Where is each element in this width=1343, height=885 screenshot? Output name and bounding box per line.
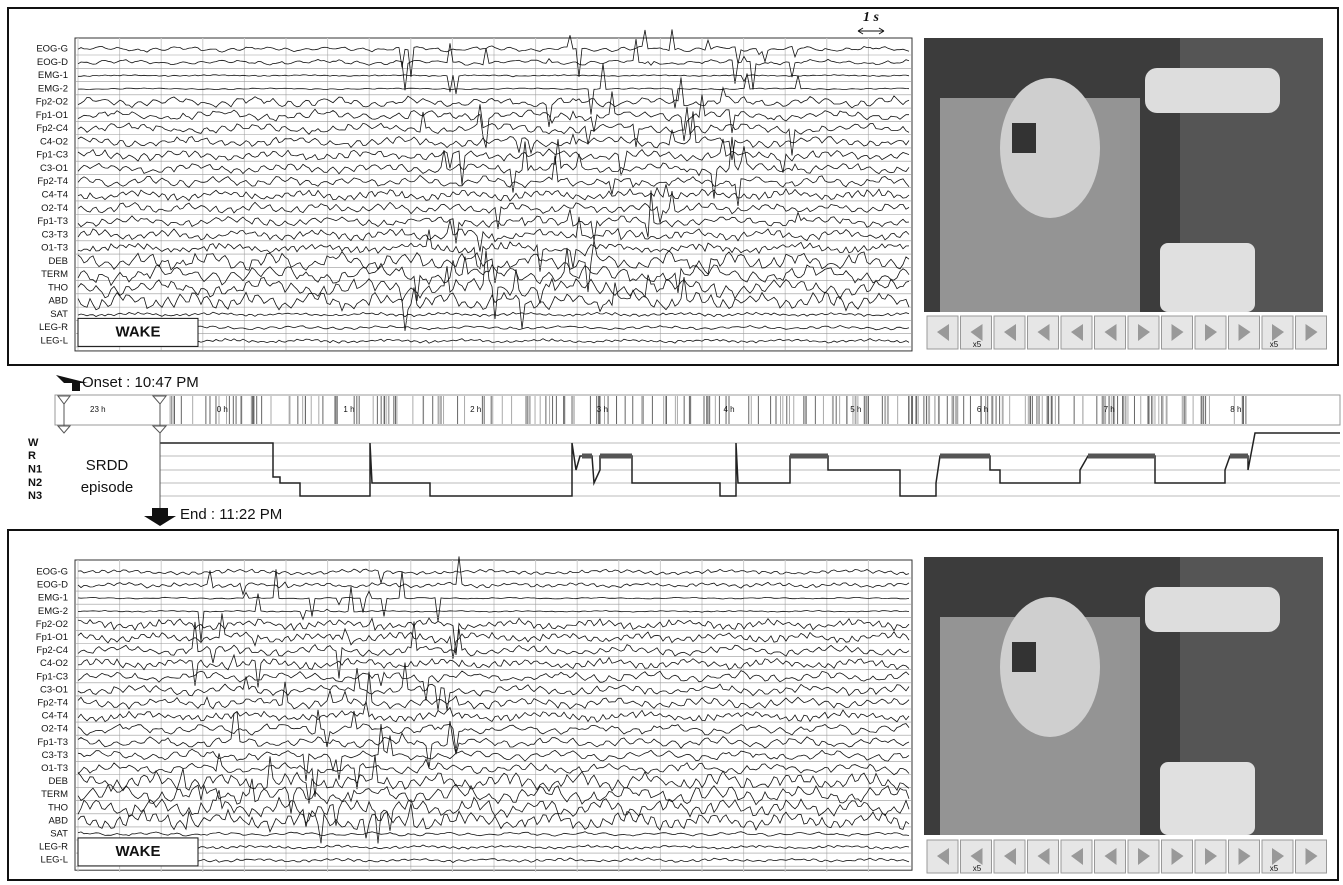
figure: EOG-G EOG-D EMG-1 EMG-2 Fp2-O2 Fp1-O1 Fp2-C4 C4…: [0, 0, 1343, 885]
channel-label: C4-O2: [40, 658, 68, 669]
video-shelf: [1145, 587, 1280, 632]
channel-label: Fp1-O1: [36, 632, 68, 643]
channel-label: LEG-L: [41, 335, 68, 346]
hour-label: 6 h: [977, 405, 988, 414]
bottom-panel: EOG-G EOG-D EMG-1 EMG-2 Fp2-O2 Fp1-O1 Fp2-C4 C4…: [36, 556, 1327, 873]
video-face-blur: [1012, 123, 1036, 153]
hour-label: 0 h: [217, 405, 228, 414]
channel-label: EOG-G: [36, 44, 68, 55]
stage-label: N3: [28, 490, 42, 502]
episode-label: SRDD: [86, 457, 129, 474]
channel-label: LEG-R: [39, 322, 68, 333]
channel-label: C3-T3: [42, 750, 68, 761]
channel-label: C4-O2: [40, 136, 68, 147]
stage-label: WAKE: [116, 323, 161, 340]
channel-label: C4-T4: [42, 711, 68, 722]
channel-label: Fp2-O2: [36, 97, 68, 108]
timeline-bar: [55, 395, 1340, 425]
video-chair: [1160, 762, 1255, 835]
end-arrow: [144, 508, 176, 526]
speed-label: x5: [973, 864, 982, 873]
channel-label: EOG-D: [37, 580, 68, 591]
episode-box: [55, 440, 160, 510]
speed-label: x5: [1270, 340, 1279, 349]
channel-label: Fp1-T3: [37, 216, 68, 227]
page: EOG-G EOG-D EMG-1 EMG-2 Fp2-O2 Fp1-O1 Fp2-C4 C4…: [0, 0, 1343, 885]
channel-label: Fp2-T4: [37, 698, 68, 709]
hour-label: 1 h: [343, 405, 354, 414]
channel-label: TERM: [41, 789, 68, 800]
channel-label: LEG-L: [41, 855, 68, 866]
channel-label: ABD: [48, 296, 68, 307]
end-label: End : 11:22 PM: [180, 506, 282, 523]
hypnogram-trace: [160, 433, 1340, 496]
stage-label: N2: [28, 477, 42, 489]
channel-label: O2-T4: [41, 724, 68, 735]
channel-label: TERM: [41, 269, 68, 280]
video-chair: [1160, 243, 1255, 312]
speed-label: x5: [1270, 864, 1279, 873]
channel-label: Fp1-C3: [36, 671, 68, 682]
hour-label: 3 h: [597, 405, 608, 414]
scale-arrow: [858, 28, 884, 34]
channel-label: C3-O1: [40, 163, 68, 174]
scale-label: 1 s: [863, 10, 880, 25]
channel-label: Fp2-C4: [36, 123, 68, 134]
channel-label: Fp1-T3: [37, 737, 68, 748]
channel-label: ABD: [48, 815, 68, 826]
channel-label: THO: [48, 282, 68, 293]
channel-label: C3-T3: [42, 229, 68, 240]
channel-label: C4-T4: [42, 189, 68, 200]
channel-label: O1-T3: [41, 243, 68, 254]
channel-label: Fp2-T4: [37, 176, 68, 187]
channel-label: DEB: [48, 776, 68, 787]
channel-label: EOG-D: [37, 57, 68, 68]
channel-label: EMG-2: [38, 83, 68, 94]
top-panel: EOG-G EOG-D EMG-1 EMG-2 Fp2-O2 Fp1-O1 Fp2-C4 C4…: [36, 10, 1327, 351]
episode-label: episode: [81, 479, 134, 496]
stage-label: R: [28, 450, 36, 462]
hour-label: 8 h: [1230, 405, 1241, 414]
stage-label: WAKE: [116, 843, 161, 860]
channel-label: Fp2-O2: [36, 619, 68, 630]
channel-label: Fp2-C4: [36, 645, 68, 656]
hypnogram-panel: Onset : 10:47 PM 23 h 0 h 1 h 2 h 3 h 4 h 5 h 6…: [28, 374, 1340, 526]
channel-label: C3-O1: [40, 684, 68, 695]
channel-label: EMG-1: [38, 70, 68, 81]
channel-label: DEB: [48, 256, 68, 267]
channel-label: O1-T3: [41, 763, 68, 774]
hour-label: 2 h: [470, 405, 481, 414]
channel-label: SAT: [50, 829, 68, 840]
channel-label: EMG-2: [38, 606, 68, 617]
hour-label: 4 h: [724, 405, 735, 414]
speed-label: x5: [973, 340, 982, 349]
channel-label: EOG-G: [36, 567, 68, 578]
channel-label: EMG-1: [38, 593, 68, 604]
hour-label: 5 h: [850, 405, 861, 414]
video-face-blur: [1012, 642, 1036, 672]
stage-label: W: [28, 437, 39, 449]
stage-grid: [55, 443, 1340, 496]
channel-label: Fp1-O1: [36, 110, 68, 121]
onset-label: Onset : 10:47 PM: [82, 374, 199, 391]
video-shelf: [1145, 68, 1280, 113]
channel-label: Fp1-C3: [36, 150, 68, 161]
stage-label: N1: [28, 464, 42, 476]
channel-label: THO: [48, 802, 68, 813]
channel-label: O2-T4: [41, 203, 68, 214]
hour-label: 23 h: [90, 405, 106, 414]
channel-label: SAT: [50, 309, 68, 320]
channel-label: LEG-R: [39, 842, 68, 853]
hour-label: 7 h: [1104, 405, 1115, 414]
